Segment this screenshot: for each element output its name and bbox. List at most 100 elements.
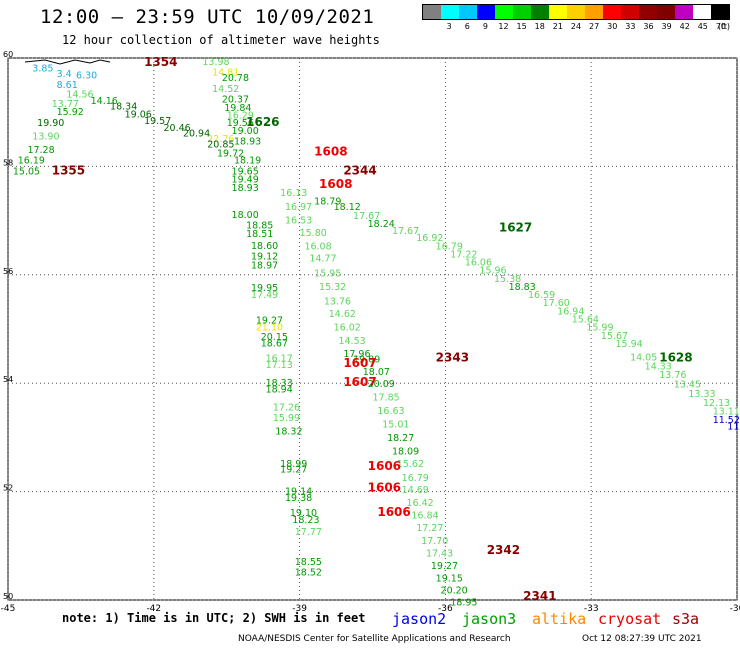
wave-height-value: 12.13 — [703, 398, 730, 409]
wave-height-value: 17.96 — [343, 349, 370, 360]
lon-tick-label: -45 — [1, 604, 16, 614]
legend-swatch — [639, 5, 657, 19]
wave-height-value: 16.13 — [280, 188, 307, 199]
wave-height-value: 16.29 — [227, 111, 254, 122]
wave-height-value: 20.37 — [222, 94, 249, 105]
track-time-label: 1355 — [52, 164, 85, 178]
wave-height-value: 18.19 — [234, 156, 261, 167]
wave-height-value: 18.85 — [246, 221, 273, 232]
wave-height-value: 13.98 — [202, 57, 229, 68]
wave-height-value: 19.72 — [217, 149, 244, 160]
wave-height-value: 19.12 — [251, 252, 278, 263]
wave-height-value: 17.70 — [421, 536, 448, 547]
wave-height-value: 15.95 — [314, 268, 341, 279]
legend-tick-label: 33 — [625, 22, 636, 31]
wave-height-value: 19.06 — [125, 110, 152, 121]
wave-height-value: 16.53 — [285, 215, 312, 226]
lat-tick-label: 56 — [3, 267, 13, 276]
lat-tick-label: 54 — [3, 375, 13, 384]
lon-tick-label: -42 — [146, 604, 161, 614]
legend-swatch — [621, 5, 639, 19]
wave-height-value: 3.4 — [57, 69, 72, 80]
legend-tick-label: 45 — [697, 22, 708, 31]
lat-tick-label: 60 — [3, 50, 13, 59]
track-time-label: 1626 — [246, 115, 279, 129]
wave-height-value: 15.38 — [494, 274, 521, 285]
legend-tick-label: 70 — [715, 22, 727, 31]
wave-height-value: 13.77 — [52, 99, 79, 110]
wave-height-value: 17.22 — [450, 249, 477, 260]
wave-height-value: 18.32 — [275, 427, 302, 438]
wave-height-value: 19.38 — [285, 493, 312, 504]
wave-height-value: 15.99 — [273, 413, 300, 424]
page-subtitle: 12 hour collection of altimeter wave hei… — [62, 33, 380, 47]
legend-tick-label: 36 — [643, 22, 654, 31]
wave-height-value: 19.49 — [232, 175, 259, 186]
wave-height-value: 15.64 — [572, 314, 599, 325]
wave-height-value: 19.57 — [144, 116, 171, 127]
wave-height-value: 18.27 — [387, 433, 414, 444]
legend-swatch — [531, 5, 549, 19]
wave-height-value: 17.13 — [266, 360, 293, 371]
wave-height-value: 11.52 — [713, 415, 740, 426]
track-time-label: 1607 — [343, 356, 376, 370]
wave-height-value: 17.49 — [251, 290, 278, 301]
wave-height-value: 18.07 — [363, 367, 390, 378]
wave-height-value: 17.28 — [27, 145, 54, 156]
track-time-label: 2343 — [436, 351, 469, 365]
wave-height-value: 14.52 — [212, 84, 239, 95]
wave-height-value: 3.85 — [32, 64, 53, 75]
wave-height-value: 14.05 — [630, 352, 657, 363]
wave-height-value: 17.67 — [392, 226, 419, 237]
legend-tick-label: 15 — [516, 22, 527, 31]
legend-tick-label: 12 — [498, 22, 509, 31]
wave-height-value: 19.27 — [256, 316, 283, 327]
wave-height-value: 18.95 — [450, 597, 477, 608]
wave-height-value: 13.33 — [688, 389, 715, 400]
legend-tick-label: 18 — [534, 22, 545, 31]
wave-height-value: 16.17 — [266, 354, 293, 365]
satellite-label-cryosat: cryosat — [598, 610, 662, 628]
wave-height-value: 15.96 — [479, 266, 506, 277]
wave-height-value: 18.79 — [314, 196, 341, 207]
wave-height-value: 18.51 — [246, 229, 273, 240]
wave-height-value: 18.97 — [251, 260, 278, 271]
map-frame — [7, 57, 738, 601]
legend-swatch — [423, 5, 441, 19]
track-time-label: 1354 — [144, 55, 177, 69]
legend-swatch — [693, 5, 711, 19]
wave-height-value: 8.61 — [57, 80, 78, 91]
wave-height-value: 18.93 — [234, 137, 261, 148]
wave-height-value: 15.80 — [300, 228, 327, 239]
lat-tick-label: 52 — [3, 484, 13, 493]
legend-swatch — [495, 5, 513, 19]
wave-height-value: 19.65 — [232, 167, 259, 178]
wave-height-value: 19.09 — [353, 355, 380, 366]
wave-height-value: 19.00 — [232, 126, 259, 137]
wave-height-value: 19.10 — [290, 508, 317, 519]
credit-text: NOAA/NESDIS Center for Satellite Applica… — [238, 634, 511, 644]
wave-height-value: 14.53 — [338, 336, 365, 347]
legend-tick-label: 21 — [552, 22, 563, 31]
track-time-label: 1606 — [368, 459, 401, 473]
wave-height-value: 16.92 — [416, 233, 443, 244]
wave-height-value: 16.42 — [407, 498, 434, 509]
legend-tick-label: 3 — [446, 22, 452, 31]
wave-height-value: 18.99 — [280, 459, 307, 470]
wave-height-value: 19.90 — [37, 118, 64, 129]
lat-tick-label: 58 — [3, 158, 13, 167]
wave-height-value: 19.27 — [280, 465, 307, 476]
wave-height-value: 18.33 — [266, 378, 293, 389]
satellite-label-jason3: jason3 — [462, 610, 517, 628]
wave-height-value: 18.34 — [110, 101, 137, 112]
wave-height-value: 18.24 — [368, 219, 395, 230]
coastline — [24, 59, 111, 65]
legend-tick-label: 42 — [679, 22, 690, 31]
wave-height-value: 17.43 — [426, 549, 453, 560]
wave-height-value: 18.09 — [392, 447, 419, 458]
wave-height-value: 18.93 — [232, 183, 259, 194]
wave-height-value: 19.84 — [224, 103, 251, 114]
track-time-label: 1606 — [368, 481, 401, 495]
lon-tick-label: -30 — [730, 604, 740, 614]
wave-height-value: 18.12 — [334, 202, 361, 213]
